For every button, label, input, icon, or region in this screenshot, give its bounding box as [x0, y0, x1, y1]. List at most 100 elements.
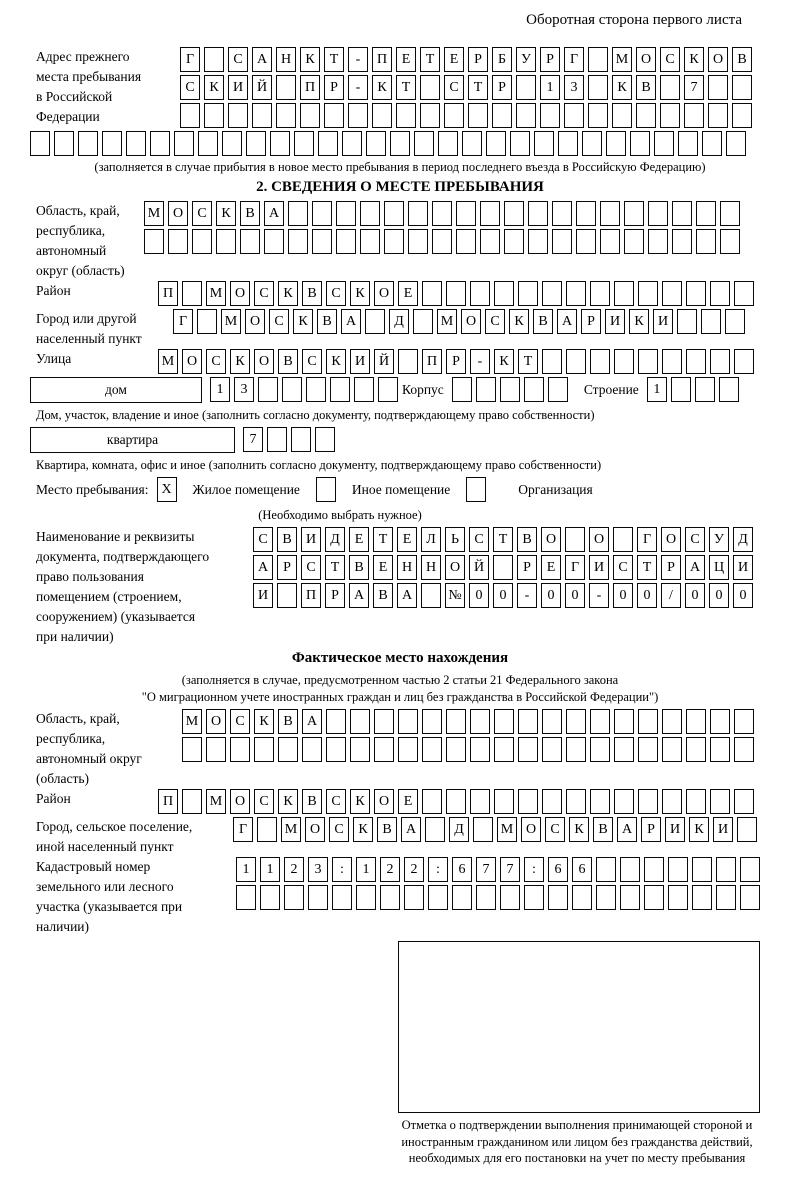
char-cell: 1: [356, 857, 376, 882]
char-cell: [326, 709, 346, 734]
char-cell: [542, 281, 562, 306]
char-cell: [398, 349, 418, 374]
char-cell: О: [206, 709, 226, 734]
char-cell: О: [541, 527, 561, 552]
char-cell: [596, 857, 616, 882]
char-cell: [246, 131, 266, 156]
char-cell: М: [612, 47, 632, 72]
char-cell: [696, 201, 716, 226]
char-cell: [366, 131, 386, 156]
char-cell: Е: [373, 555, 393, 580]
char-cell: С: [230, 709, 250, 734]
char-cell: Т: [493, 527, 513, 552]
char-cell: [566, 789, 586, 814]
char-cell: [374, 737, 394, 762]
char-cell: [726, 131, 746, 156]
char-cell: К: [350, 789, 370, 814]
char-cell: У: [516, 47, 536, 72]
char-cell: К: [569, 817, 589, 842]
char-cell: Й: [374, 349, 394, 374]
char-cell: [326, 737, 346, 762]
char-cell: Е: [398, 281, 418, 306]
char-cell: [350, 709, 370, 734]
char-cell: С: [685, 527, 705, 552]
char-cell: [710, 709, 730, 734]
char-cell: 0: [685, 583, 705, 608]
char-cell: [590, 349, 610, 374]
char-cell: [360, 201, 380, 226]
char-cell: [240, 229, 260, 254]
char-cell: П: [422, 349, 442, 374]
char-cell: Р: [468, 47, 488, 72]
char-cell: [486, 131, 506, 156]
char-cell: 1: [646, 377, 667, 402]
char-cell: [638, 737, 658, 762]
char-cell: [312, 201, 332, 226]
char-cell: [588, 47, 608, 72]
char-cell: [613, 527, 633, 552]
char-cell: А: [264, 201, 284, 226]
char-cell: 2: [404, 857, 424, 882]
char-cell: [600, 229, 620, 254]
char-cell: Б: [492, 47, 512, 72]
char-cell: [590, 709, 610, 734]
char-cell: [614, 349, 634, 374]
char-cell: Д: [325, 527, 345, 552]
char-cell: [662, 709, 682, 734]
char-cell: [168, 229, 188, 254]
char-cell: [470, 709, 490, 734]
char-cell: [528, 229, 548, 254]
char-cell: И: [713, 817, 733, 842]
char-cell: [380, 885, 400, 910]
char-cell: С: [444, 75, 464, 100]
char-cell: 0: [541, 583, 561, 608]
char-cell: -: [348, 75, 368, 100]
char-cell: [644, 857, 664, 882]
char-cell: [270, 131, 290, 156]
char-cell: [638, 789, 658, 814]
actual-region-label: Область, край, республика, автономный ок…: [36, 711, 142, 786]
char-cell: [588, 103, 608, 128]
char-cell: [428, 885, 448, 910]
char-cell: Р: [446, 349, 466, 374]
char-cell: [180, 103, 200, 128]
actual-city-label: Город, сельское поселение, иной населенн…: [36, 819, 193, 854]
char-cell: С: [326, 281, 346, 306]
char-cell: С: [180, 75, 200, 100]
char-cell: 1: [210, 377, 230, 402]
char-cell: М: [144, 201, 164, 226]
char-cell: И: [665, 817, 685, 842]
char-cell: [396, 103, 416, 128]
actual-district-label: Район: [36, 791, 71, 806]
char-cell: [350, 737, 370, 762]
char-cell: [660, 103, 680, 128]
char-cell: [686, 737, 706, 762]
char-cell: [710, 281, 730, 306]
char-cell: С: [329, 817, 349, 842]
char-cell: [451, 377, 472, 402]
char-cell: [422, 789, 442, 814]
char-cell: О: [374, 789, 394, 814]
char-cell: [662, 789, 682, 814]
char-cell: Д: [449, 817, 469, 842]
char-cell: [278, 737, 298, 762]
char-cell: П: [372, 47, 392, 72]
char-cell: [475, 377, 496, 402]
char-cell: [228, 103, 248, 128]
char-cell: [630, 131, 650, 156]
char-cell: [462, 131, 482, 156]
char-cell: А: [341, 309, 361, 334]
char-cell: А: [349, 583, 369, 608]
char-cell: С: [254, 789, 274, 814]
char-cell: Т: [468, 75, 488, 100]
char-cell: [456, 201, 476, 226]
char-cell: К: [293, 309, 313, 334]
char-cell: О: [374, 281, 394, 306]
char-cell: 6: [548, 857, 568, 882]
char-cell: [446, 789, 466, 814]
char-cell: 2: [284, 857, 304, 882]
char-cell: О: [230, 281, 250, 306]
char-cell: [413, 309, 433, 334]
